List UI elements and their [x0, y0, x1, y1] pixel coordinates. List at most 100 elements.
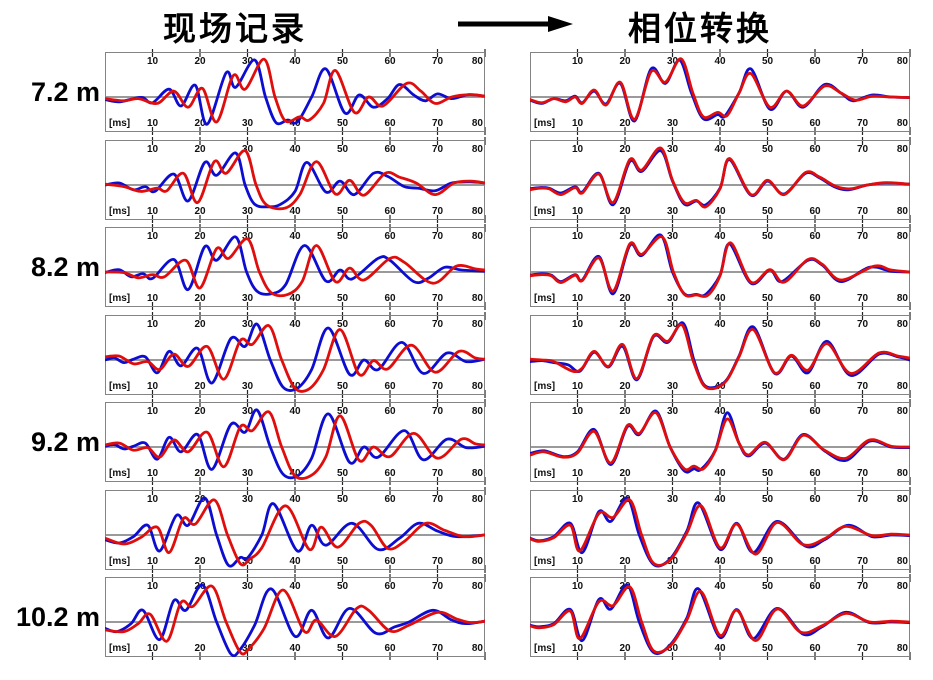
- axis-tick-label-bottom: 70: [857, 643, 869, 654]
- trace-panel-row3-col0: 10 10 20 20 30 30 40 40 50 50 60 60 70 70 80 80 [ms]: [105, 311, 486, 398]
- axis-tick-label-bottom: 10: [147, 643, 159, 654]
- axis-tick-label-bottom: 70: [432, 118, 444, 129]
- axis-tick-label-top: 60: [384, 494, 396, 505]
- axis-tick-label-bottom: 70: [857, 381, 869, 392]
- ms-unit-label: [ms]: [534, 556, 555, 567]
- axis-tick-label-bottom: 50: [762, 643, 774, 654]
- axis-tick-label-bottom: 40: [714, 118, 726, 129]
- trace-red-path: [530, 497, 910, 567]
- axis-tick-label-top: 50: [762, 319, 774, 330]
- ms-unit-label: [ms]: [109, 381, 130, 392]
- axis-tick-label-top: 70: [857, 494, 869, 505]
- axis-tick-label-top: 70: [857, 56, 869, 67]
- axis-tick-label-top: 40: [289, 231, 301, 242]
- axis-tick-label-top: 30: [667, 406, 679, 417]
- axis-tick-label-bottom: 40: [289, 643, 301, 654]
- axis-tick-label-bottom: 40: [289, 556, 301, 567]
- left-column-title: 现场记录: [163, 9, 307, 48]
- axis-tick-label-bottom: 20: [194, 381, 206, 392]
- ms-unit-label: [ms]: [109, 556, 130, 567]
- axis-tick-label-top: 80: [472, 56, 484, 67]
- trace-blue-path: [530, 409, 910, 474]
- axis-tick-label-bottom: 20: [619, 381, 631, 392]
- trace-panel-row4-col0: 10 10 20 20 30 30 40 40 50 50 60 60 70 70 80 80 [ms]: [105, 399, 486, 485]
- depth-label: 8.2 m: [30, 252, 100, 282]
- axis-tick-label-bottom: 70: [432, 643, 444, 654]
- axis-tick-label-top: 80: [897, 144, 909, 155]
- axis-tick-label-bottom: 80: [897, 381, 909, 392]
- ms-unit-label: [ms]: [534, 118, 555, 129]
- axis-tick-label-top: 50: [337, 319, 349, 330]
- ms-unit-label: [ms]: [534, 206, 555, 217]
- axis-tick-label-bottom: 40: [714, 643, 726, 654]
- axis-tick-label-bottom: 20: [194, 643, 206, 654]
- axis-tick-label-top: 70: [857, 231, 869, 242]
- axis-tick-label-top: 10: [147, 494, 159, 505]
- axis-tick-label-top: 30: [667, 144, 679, 155]
- axis-tick-label-bottom: 70: [857, 118, 869, 129]
- axis-tick-label-bottom: 40: [714, 293, 726, 304]
- axis-tick-label-bottom: 50: [762, 468, 774, 479]
- axis-tick-label-bottom: 20: [619, 643, 631, 654]
- axis-tick-label-top: 80: [897, 581, 909, 592]
- axis-tick-label-top: 30: [667, 581, 679, 592]
- ms-unit-label: [ms]: [109, 643, 130, 654]
- axis-tick-label-top: 80: [472, 494, 484, 505]
- depth-label: 9.2 m: [30, 427, 100, 457]
- axis-tick-label-top: 60: [809, 319, 821, 330]
- trace-panel-row3-col1: 10 10 20 20 30 30 40 40 50 50 60 60 70 70 80 80 [ms]: [530, 311, 911, 398]
- axis-tick-label-top: 70: [432, 581, 444, 592]
- axis-tick-label-bottom: 10: [147, 206, 159, 217]
- axis-tick-label-bottom: 10: [572, 293, 584, 304]
- axis-tick-label-bottom: 10: [572, 643, 584, 654]
- axis-tick-label-top: 10: [572, 56, 584, 67]
- axis-tick-label-top: 50: [762, 231, 774, 242]
- axis-tick-label-bottom: 20: [194, 556, 206, 567]
- axis-tick-label-bottom: 20: [619, 293, 631, 304]
- axis-tick-label-bottom: 80: [897, 118, 909, 129]
- axis-tick-label-top: 30: [667, 231, 679, 242]
- axis-tick-label-bottom: 50: [762, 556, 774, 567]
- axis-tick-label-top: 10: [572, 494, 584, 505]
- axis-tick-label-bottom: 60: [809, 293, 821, 304]
- trace-panel-row6-col0: 10 10 20 20 30 30 40 40 50 50 60 60 70 70 80 80 [ms]: [105, 574, 486, 660]
- axis-tick-label-top: 30: [242, 581, 254, 592]
- axis-tick-label-bottom: 30: [242, 118, 254, 129]
- axis-tick-label-bottom: 10: [147, 556, 159, 567]
- trace-red-path: [105, 237, 485, 298]
- ms-unit-label: [ms]: [109, 293, 130, 304]
- axis-tick-label-top: 60: [384, 406, 396, 417]
- axis-tick-label-bottom: 30: [667, 293, 679, 304]
- transform-arrow-icon: [458, 16, 573, 32]
- axis-tick-label-bottom: 40: [289, 468, 301, 479]
- axis-tick-label-top: 60: [809, 581, 821, 592]
- ms-unit-label: [ms]: [534, 381, 555, 392]
- trace-panel-row6-col1: 10 10 20 20 30 30 40 40 50 50 60 60 70 70 80 80 [ms]: [530, 574, 911, 660]
- trace-panel-row1-col0: 10 10 20 20 30 30 40 40 50 50 60 60 70 70 80 80 [ms]: [105, 136, 486, 223]
- panel-border: [530, 489, 910, 570]
- axis-tick-label-bottom: 60: [809, 643, 821, 654]
- panel-border: [105, 402, 485, 482]
- axis-tick-label-top: 10: [572, 231, 584, 242]
- depth-label: 7.2 m: [30, 77, 100, 107]
- axis-tick-label-bottom: 10: [572, 556, 584, 567]
- axis-tick-label-top: 10: [147, 406, 159, 417]
- axis-tick-label-top: 60: [809, 144, 821, 155]
- depth-label: 10.2 m: [15, 602, 100, 632]
- axis-tick-label-top: 30: [667, 494, 679, 505]
- panel-border: [530, 227, 910, 307]
- axis-tick-label-bottom: 20: [194, 293, 206, 304]
- ms-unit-label: [ms]: [534, 468, 555, 479]
- trace-panel-row1-col1: 10 10 20 20 30 30 40 40 50 50 60 60 70 70 80 80 [ms]: [530, 136, 911, 223]
- axis-tick-label-bottom: 70: [432, 468, 444, 479]
- axis-tick-label-top: 50: [337, 494, 349, 505]
- axis-tick-label-bottom: 30: [242, 293, 254, 304]
- trace-red-path: [105, 57, 485, 124]
- trace-panel-row2-col1: 10 10 20 20 30 30 40 40 50 50 60 60 70 70 80 80 [ms]: [530, 224, 911, 310]
- axis-tick-label-top: 10: [572, 144, 584, 155]
- trace-blue-path: [105, 496, 485, 568]
